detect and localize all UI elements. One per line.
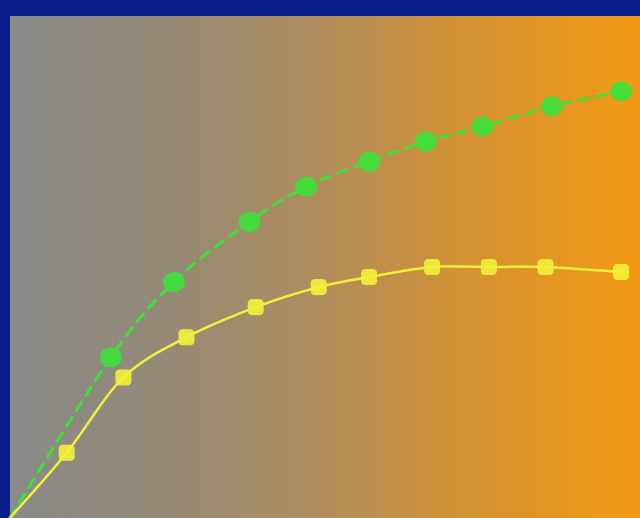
series-1-point (471, 116, 494, 137)
series-1-point (238, 211, 261, 232)
series-1 (8, 81, 633, 518)
series-1-point (414, 131, 437, 152)
series-1-point (540, 96, 563, 117)
series-1-point (99, 347, 122, 368)
series-2-point (537, 259, 554, 275)
series-2-point (115, 369, 132, 386)
series-2-point (424, 259, 441, 275)
series-2-point (480, 259, 497, 275)
series-2-point (58, 444, 75, 461)
series-1-point (295, 176, 318, 197)
series-2-point (361, 269, 378, 286)
series-1-point (358, 151, 381, 172)
series-2-line (8, 265, 623, 518)
series-1-point (610, 81, 633, 102)
series-1-line (8, 89, 623, 518)
series-2-point (178, 329, 195, 346)
series-2-point (310, 279, 327, 296)
series-2-point (613, 264, 630, 281)
series-2-point (247, 299, 264, 316)
series-1-point (162, 272, 185, 293)
series-2 (8, 259, 630, 518)
